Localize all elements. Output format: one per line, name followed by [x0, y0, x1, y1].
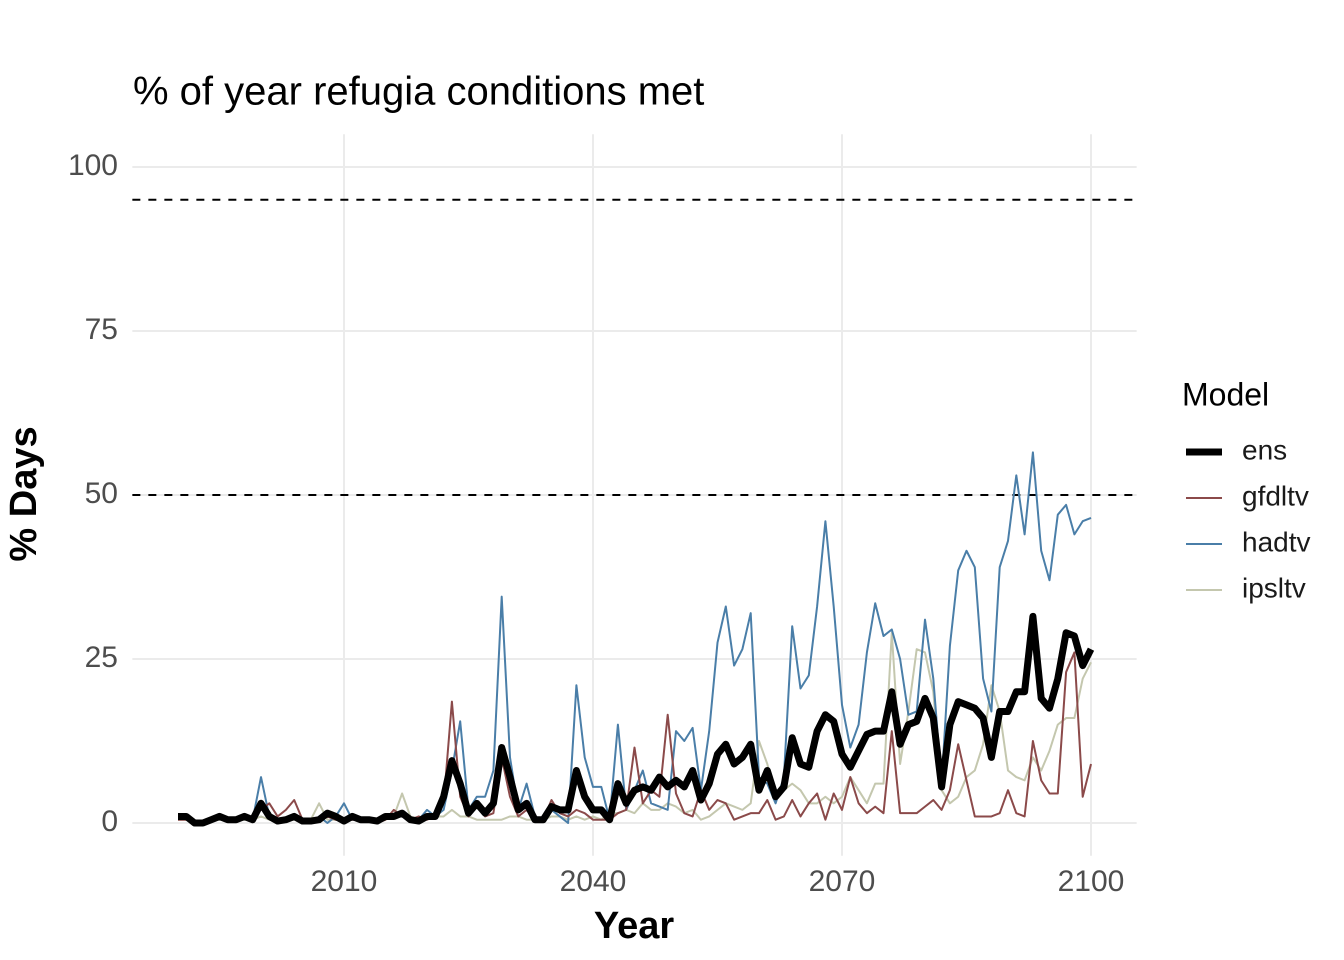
x-tick-label: 2040: [560, 865, 627, 898]
legend-label: ipsltv: [1242, 572, 1306, 603]
series-line: [178, 612, 1095, 827]
x-tick-label: 2010: [311, 865, 378, 898]
legend-title: Model: [1182, 376, 1269, 412]
y-tick-label: 50: [85, 477, 118, 510]
legend-label: ens: [1242, 434, 1287, 465]
series-line: [178, 651, 1092, 824]
y-axis-title: % Days: [3, 426, 45, 561]
x-tick-label: 2100: [1058, 865, 1125, 898]
chart-title: % of year refugia conditions met: [133, 70, 704, 114]
y-tick-label: 75: [85, 313, 118, 346]
x-tick-label: 2070: [809, 865, 876, 898]
x-axis-title: Year: [594, 905, 675, 947]
y-tick-label: 100: [68, 149, 118, 182]
legend-label: hadtv: [1242, 526, 1311, 557]
legend-label: gfdltv: [1242, 480, 1309, 511]
y-tick-label: 25: [85, 641, 118, 674]
y-tick-label: 0: [101, 805, 118, 838]
